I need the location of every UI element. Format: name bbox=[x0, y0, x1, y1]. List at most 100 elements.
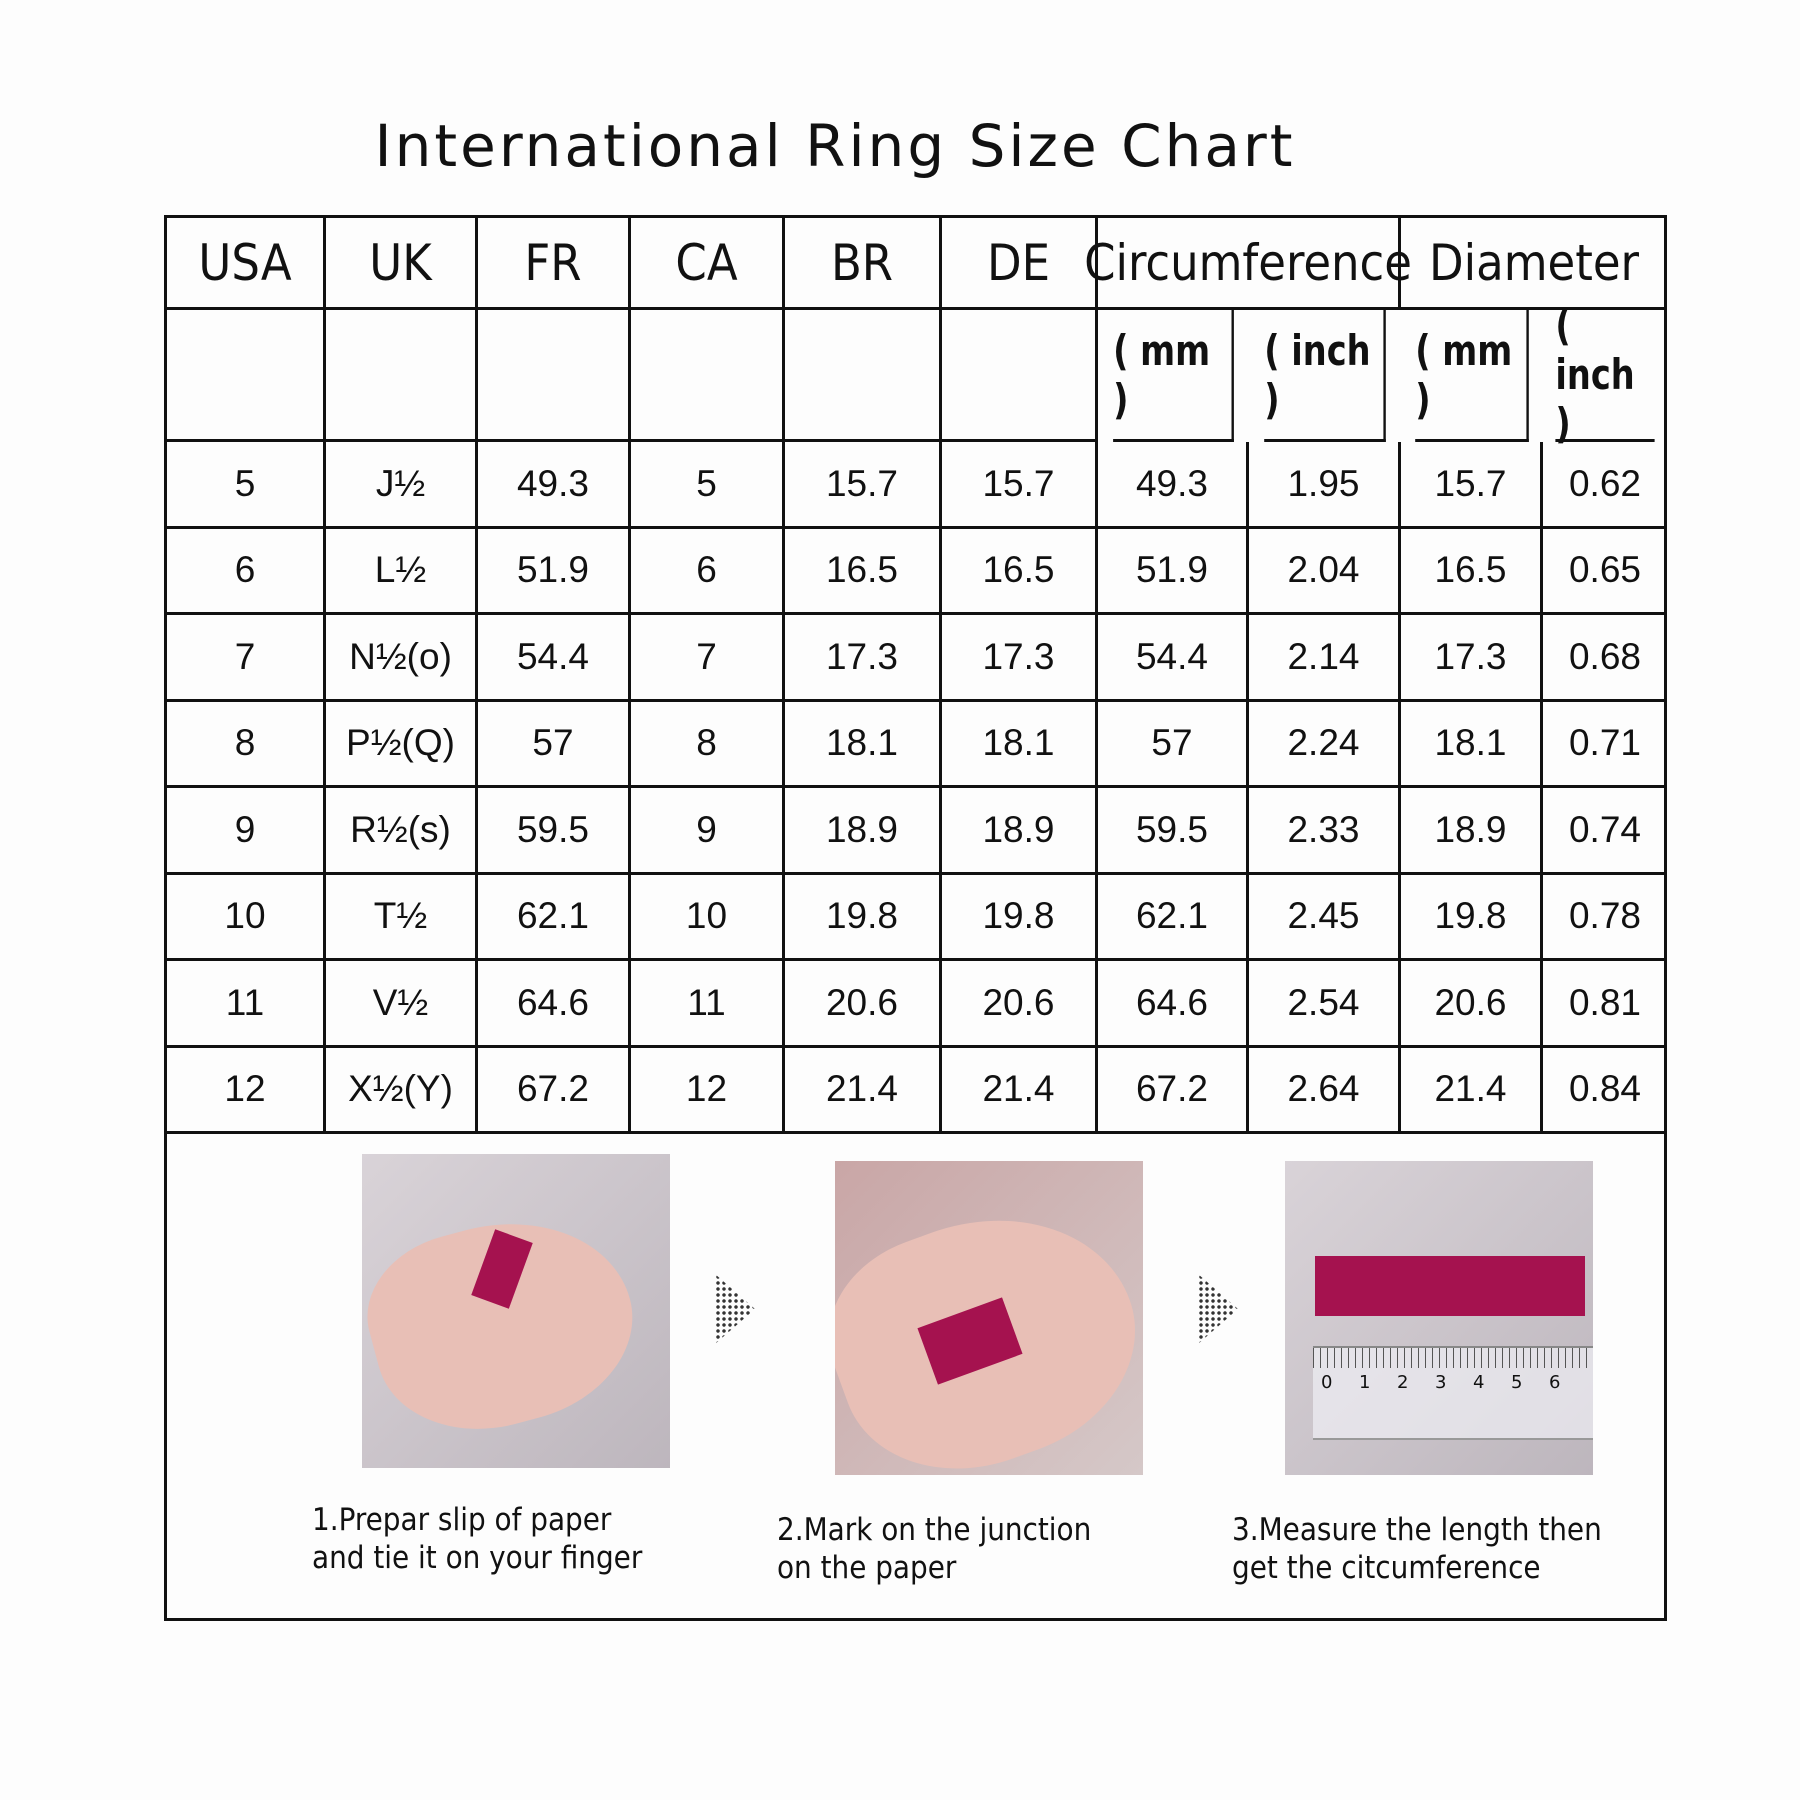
table-cell-text: 8 bbox=[696, 722, 717, 764]
table-cell: P½(Q) bbox=[326, 701, 478, 788]
step-2-caption: 2.Mark on the junction on the paper bbox=[777, 1511, 1091, 1587]
header-uk-text: UK bbox=[369, 233, 432, 292]
table-cell: 51.9 bbox=[1098, 528, 1249, 615]
table-cell: 1.95 bbox=[1249, 442, 1401, 529]
table-cell: L½ bbox=[326, 528, 478, 615]
table-cell-text: J½ bbox=[375, 462, 426, 504]
table-cell: 19.8 bbox=[1401, 874, 1543, 961]
table-cell: 8 bbox=[631, 701, 785, 788]
table-cell-text: 16.5 bbox=[1434, 549, 1507, 591]
table-cell: 54.4 bbox=[478, 615, 631, 702]
header-unit-empty bbox=[785, 310, 942, 442]
table-cell-text: 11 bbox=[687, 981, 726, 1023]
table-cell: 19.8 bbox=[785, 874, 942, 961]
table-cell-text: 0.68 bbox=[1568, 635, 1641, 677]
table-cell: 21.4 bbox=[942, 1047, 1098, 1134]
table-cell: 16.5 bbox=[1401, 528, 1543, 615]
header-unit-text: ( mm ) bbox=[1415, 325, 1513, 424]
header-circumference: Circumference bbox=[1084, 218, 1412, 310]
table-cell-text: 6 bbox=[696, 549, 717, 591]
table-cell-text: 5 bbox=[234, 462, 256, 504]
table-cell-text: 9 bbox=[234, 808, 256, 850]
table-cell: 0.68 bbox=[1543, 615, 1667, 702]
table-cell: 2.04 bbox=[1249, 528, 1401, 615]
header-unit-text: ( inch ) bbox=[1264, 325, 1371, 424]
table-cell-text: 59.5 bbox=[516, 808, 589, 850]
table-cell: 18.1 bbox=[1401, 701, 1543, 788]
table-cell: 0.62 bbox=[1543, 442, 1667, 529]
table-cell: 21.4 bbox=[785, 1047, 942, 1134]
table-cell: 8 bbox=[167, 701, 326, 788]
table-cell: T½ bbox=[326, 874, 478, 961]
table-cell: J½ bbox=[326, 442, 478, 529]
step-3-caption: 3.Measure the length then get the citcumf… bbox=[1232, 1511, 1602, 1587]
table-cell: 59.5 bbox=[478, 788, 631, 875]
header-uk: UK bbox=[326, 218, 478, 310]
ruler: 0 1 2 3 4 5 6 bbox=[1313, 1346, 1593, 1440]
header-unit-text: ( inch ) bbox=[1555, 301, 1635, 448]
step3-photo: 0 1 2 3 4 5 6 bbox=[1285, 1161, 1593, 1475]
table-cell: 64.6 bbox=[478, 961, 631, 1048]
step2-photo bbox=[835, 1161, 1143, 1475]
ruler-number: 5 bbox=[1511, 1372, 1523, 1393]
table-cell-text: 67.2 bbox=[1135, 1068, 1208, 1110]
table-cell: 2.54 bbox=[1249, 961, 1401, 1048]
table-cell: 9 bbox=[167, 788, 326, 875]
table-cell-text: 20.6 bbox=[982, 981, 1055, 1023]
table-cell-text: 11 bbox=[225, 981, 265, 1023]
table-cell-text: 51.9 bbox=[1135, 549, 1208, 591]
table-cell-text: 7 bbox=[234, 635, 256, 677]
arrow-icon bbox=[1198, 1274, 1238, 1344]
table-cell: 18.9 bbox=[785, 788, 942, 875]
table-cell: 64.6 bbox=[1098, 961, 1249, 1048]
ruler-number: 0 bbox=[1321, 1372, 1333, 1393]
header-ca: CA bbox=[631, 218, 785, 310]
table-cell: 2.64 bbox=[1249, 1047, 1401, 1134]
ruler-number: 3 bbox=[1435, 1372, 1447, 1393]
header-br-text: BR bbox=[830, 233, 894, 292]
table-cell-text: 5 bbox=[696, 462, 717, 504]
ruler-number: 6 bbox=[1549, 1372, 1561, 1393]
table-cell: 15.7 bbox=[1401, 442, 1543, 529]
table-cell-text: 49.3 bbox=[516, 462, 589, 504]
table-cell: 67.2 bbox=[1098, 1047, 1249, 1134]
header-usa-text: USA bbox=[198, 233, 292, 292]
table-cell-text: 21.4 bbox=[825, 1068, 898, 1110]
caption-line: 1.Prepar slip of paper bbox=[312, 1502, 612, 1538]
table-cell-text: 2.14 bbox=[1287, 635, 1360, 677]
table-cell: 67.2 bbox=[478, 1047, 631, 1134]
table-cell-text: 17.3 bbox=[1434, 635, 1507, 677]
header-unit: ( inch ) bbox=[1264, 310, 1386, 442]
arrow-icon bbox=[715, 1274, 755, 1344]
step-1-caption: 1.Prepar slip of paper and tie it on your… bbox=[312, 1501, 642, 1577]
ruler-number: 2 bbox=[1397, 1372, 1409, 1393]
table-cell-text: 18.9 bbox=[825, 808, 898, 850]
header-unit-empty bbox=[478, 310, 631, 442]
table-cell: 2.14 bbox=[1249, 615, 1401, 702]
caption-line: get the citcumference bbox=[1232, 1550, 1541, 1586]
table-cell-text: 7 bbox=[696, 635, 717, 677]
table-cell-text: 57 bbox=[532, 722, 574, 764]
table-cell-text: 67.2 bbox=[516, 1068, 589, 1110]
table-cell: 18.9 bbox=[942, 788, 1098, 875]
table-cell: 2.45 bbox=[1249, 874, 1401, 961]
table-cell: 12 bbox=[167, 1047, 326, 1134]
table-cell-text: 18.9 bbox=[982, 808, 1055, 850]
table-cell-text: 6 bbox=[234, 549, 256, 591]
table-cell-text: 16.5 bbox=[825, 549, 898, 591]
table-cell-text: V½ bbox=[372, 981, 429, 1023]
header-unit-empty bbox=[942, 310, 1098, 442]
table-cell: 6 bbox=[167, 528, 326, 615]
table-cell-text: 2.04 bbox=[1287, 549, 1360, 591]
table-cell-text: 18.1 bbox=[825, 722, 898, 764]
table-cell: 10 bbox=[631, 874, 785, 961]
table-cell-text: 12 bbox=[685, 1068, 728, 1110]
caption-line: 3.Measure the length then bbox=[1232, 1512, 1602, 1548]
table-cell: 5 bbox=[631, 442, 785, 529]
table-cell: 17.3 bbox=[1401, 615, 1543, 702]
ruler-number: 1 bbox=[1359, 1372, 1371, 1393]
table-cell-text: 16.5 bbox=[982, 549, 1055, 591]
table-cell-text: 12 bbox=[224, 1068, 266, 1110]
table-cell: 6 bbox=[631, 528, 785, 615]
table-cell: 9 bbox=[631, 788, 785, 875]
